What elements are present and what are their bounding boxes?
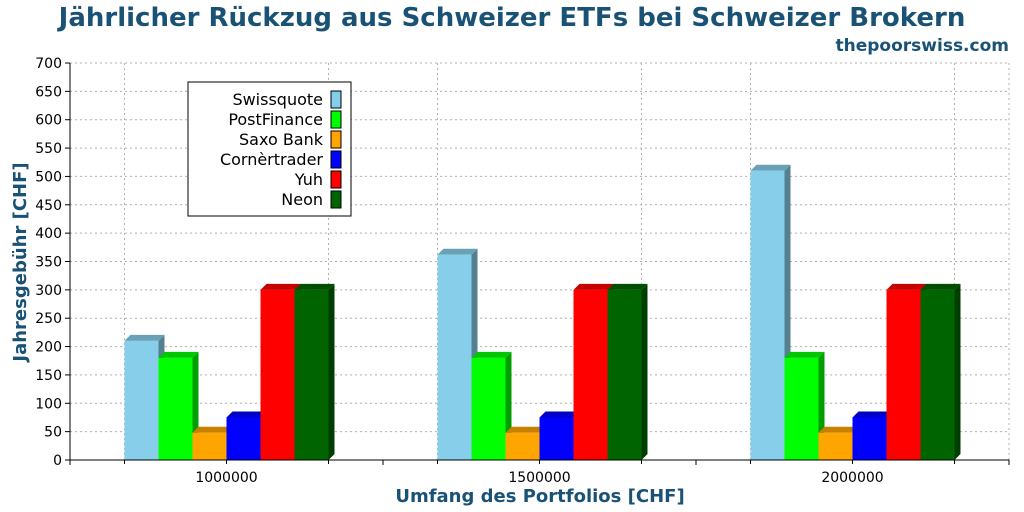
bar xyxy=(226,417,261,460)
bar xyxy=(920,289,955,460)
bar xyxy=(886,289,921,460)
bar xyxy=(573,289,608,460)
bar-side xyxy=(328,283,335,460)
y-tick-label: 700 xyxy=(35,56,62,72)
bar xyxy=(784,357,819,460)
bar-top xyxy=(920,283,961,290)
bar-top xyxy=(471,351,512,358)
y-tick-label: 200 xyxy=(35,340,62,356)
legend-swatch xyxy=(330,110,342,129)
legend-entry-label: PostFinance xyxy=(228,110,323,129)
chart-title: Jährlicher Rückzug aus Schweizer ETFs be… xyxy=(57,3,966,33)
bar xyxy=(294,289,329,460)
y-tick-label: 650 xyxy=(35,84,62,100)
x-tick-label: 1000000 xyxy=(195,470,257,486)
y-tick-label: 600 xyxy=(35,113,62,129)
legend-entry-label: Neon xyxy=(281,190,323,209)
bar-top xyxy=(260,283,301,290)
y-tick-label: 150 xyxy=(35,368,62,384)
bar-top xyxy=(226,411,267,418)
legend-box xyxy=(187,81,352,217)
y-tick-label: 350 xyxy=(35,255,62,271)
bar-top xyxy=(818,426,859,433)
bar-top xyxy=(886,283,927,290)
bar xyxy=(192,432,227,460)
bar xyxy=(607,289,642,460)
bar-top xyxy=(124,334,165,341)
legend-swatch xyxy=(330,150,342,169)
bar xyxy=(818,432,853,460)
bar-top xyxy=(505,426,546,433)
bar-top xyxy=(573,283,614,290)
legend-entry-label: Saxo Bank xyxy=(239,130,324,149)
bar xyxy=(124,340,159,460)
y-tick-label: 400 xyxy=(35,226,62,242)
legend-swatch xyxy=(330,170,342,189)
legend-entry-label: Swissquote xyxy=(232,90,323,109)
y-tick-label: 450 xyxy=(35,198,62,214)
bars xyxy=(124,164,961,460)
bar-top xyxy=(852,411,893,418)
bar xyxy=(505,432,540,460)
bar xyxy=(852,417,887,460)
x-axis-label: Umfang des Portfolios [CHF] xyxy=(395,486,684,507)
axes: 0 50 100 150 200 250 300 350 400 450 500 550 600 650 7… xyxy=(35,56,1010,486)
bar-side xyxy=(641,283,648,460)
y-axis-label: Jahresgebühr [CHF] xyxy=(10,162,31,363)
bar-top xyxy=(158,351,199,358)
y-tick-label: 50 xyxy=(44,425,62,441)
chart-source: thepoorswiss.com xyxy=(836,36,1010,56)
bar-top xyxy=(784,351,825,358)
x-tick-label: 1500000 xyxy=(508,470,570,486)
y-tick-label: 100 xyxy=(35,396,62,412)
bar xyxy=(750,170,785,460)
bar-top xyxy=(294,283,335,290)
bar-top xyxy=(192,426,233,433)
bar xyxy=(539,417,574,460)
bar-top xyxy=(539,411,580,418)
bar-top xyxy=(750,164,791,171)
y-tick-label: 500 xyxy=(35,169,62,185)
y-tick-label: 250 xyxy=(35,311,62,327)
bar xyxy=(158,357,193,460)
legend-entry-label: Cornèrtrader xyxy=(220,150,323,169)
legend-swatch xyxy=(330,130,342,149)
legend-swatch xyxy=(330,90,342,109)
y-tick-label: 0 xyxy=(53,453,62,469)
bar-side xyxy=(954,283,961,460)
x-tick-label: 2000000 xyxy=(821,470,883,486)
bar-top xyxy=(437,248,478,255)
legend-swatch xyxy=(330,190,342,209)
bar-top xyxy=(607,283,648,290)
legend-entry-label: Yuh xyxy=(294,170,323,189)
y-tick-label: 300 xyxy=(35,283,62,299)
bar xyxy=(437,254,472,460)
bar xyxy=(471,357,506,460)
y-tick-label: 550 xyxy=(35,141,62,157)
bar xyxy=(260,289,295,460)
